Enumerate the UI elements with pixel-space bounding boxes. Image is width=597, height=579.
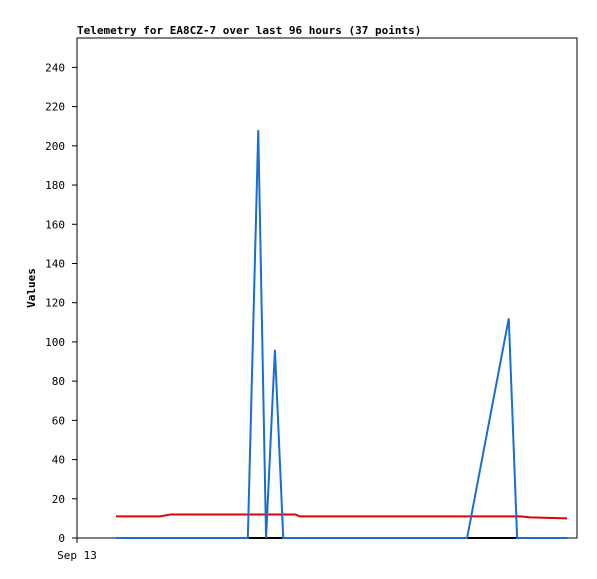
y-tick-label: 240 [45,61,65,74]
y-tick-label: 200 [45,140,65,153]
y-tick-label: 60 [52,414,65,427]
y-tick-label: 180 [45,179,65,192]
plot-frame [76,37,578,539]
y-tick-label: 100 [45,336,65,349]
series-line [116,130,568,539]
y-tick-label: 40 [52,454,65,467]
y-tick-label: 80 [52,375,65,388]
y-axis-label: Values [25,268,38,308]
y-tick-label: 120 [45,297,65,310]
x-tick-label: Sep 13 [57,549,97,562]
series-line [116,513,568,520]
y-tick-label: 160 [45,218,65,231]
y-tick-label: 140 [45,257,65,270]
y-tick-label: 220 [45,101,65,114]
y-tick-label: 0 [58,532,65,545]
chart-title: Telemetry for EA8CZ-7 over last 96 hours… [77,24,421,37]
y-tick-label: 20 [52,493,65,506]
